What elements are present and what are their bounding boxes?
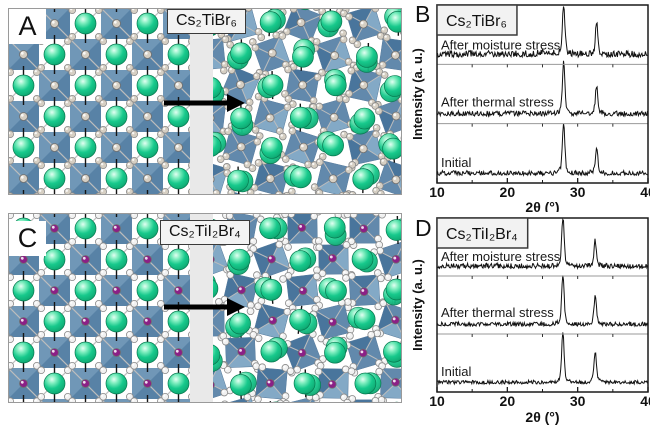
x-tick-label: 40 — [640, 184, 650, 200]
crystal-structure-a — [8, 8, 402, 195]
panel-c-letter: C — [9, 221, 46, 256]
xrd-trace-after-moisture-stress — [437, 218, 648, 271]
x-tick-label: 10 — [429, 393, 445, 409]
xrd-trace-initial — [437, 123, 648, 177]
xrd-title-box — [436, 4, 518, 36]
x-axis-label: 2θ (°) — [525, 409, 559, 425]
crystal-structure-c — [8, 213, 402, 403]
series-label-after-moisture-stress: After moisture stress — [441, 249, 561, 264]
x-tick-label: 40 — [640, 393, 650, 409]
x-tick-label: 10 — [429, 184, 445, 200]
xrd-trace-after-moisture-stress — [437, 6, 648, 59]
panel-a-formula-label: Cs₂TiBr₆ — [167, 9, 246, 34]
xrd-plot-d: After moisture stress After thermal stres… — [410, 212, 650, 428]
series-label-after-thermal-stress: After thermal stress — [441, 95, 554, 110]
xrd-plot-b: After moisture stress After thermal stres… — [410, 0, 650, 217]
xrd-trace-after-thermal-stress — [437, 60, 648, 118]
xrd-chart-B: After moisture stress After thermal stres… — [410, 4, 650, 215]
xrd-trace-after-thermal-stress — [437, 275, 648, 328]
transformation-arrow — [164, 298, 245, 316]
panel-a: A Cs₂TiBr₆ — [0, 0, 410, 206]
xrd-title-box — [436, 217, 529, 249]
xrd-title: Cs₂TiBr₆ — [446, 13, 507, 30]
xrd-chart-D: After moisture stress After thermal stres… — [410, 217, 650, 425]
panel-a-letter: A — [9, 9, 46, 44]
panel-c: C Cs₂TiI₂Br₄ — [0, 212, 410, 428]
series-label-initial: Initial — [441, 155, 471, 170]
crystal-before — [8, 213, 190, 403]
x-tick-label: 30 — [570, 393, 586, 409]
x-tick-label: 20 — [500, 184, 516, 200]
y-axis-label: Intensity (a. u.) — [410, 259, 425, 351]
series-label-after-thermal-stress: After thermal stress — [441, 305, 554, 320]
y-axis-label: Intensity (a. u.) — [410, 48, 425, 140]
xrd-trace-initial — [437, 332, 648, 386]
panel-b-letter: B — [415, 1, 431, 27]
xrd-title: Cs₂TiI₂Br₄ — [446, 226, 518, 243]
series-label-after-moisture-stress: After moisture stress — [441, 37, 561, 52]
x-tick-label: 30 — [570, 184, 586, 200]
crystal-after — [213, 8, 402, 195]
crystal-after — [213, 213, 402, 403]
panel-d-letter: D — [415, 215, 432, 241]
panel-b: B After moisture stress After thermal str… — [410, 0, 650, 215]
crystal-before — [8, 8, 190, 195]
transformation-arrow — [164, 94, 245, 112]
panel-d: D After moisture stress After thermal str… — [410, 212, 650, 428]
x-axis-label: 2θ (°) — [525, 199, 559, 212]
panel-c-formula-label: Cs₂TiI₂Br₄ — [160, 220, 250, 245]
series-label-initial: Initial — [441, 364, 471, 379]
x-tick-label: 20 — [500, 393, 516, 409]
